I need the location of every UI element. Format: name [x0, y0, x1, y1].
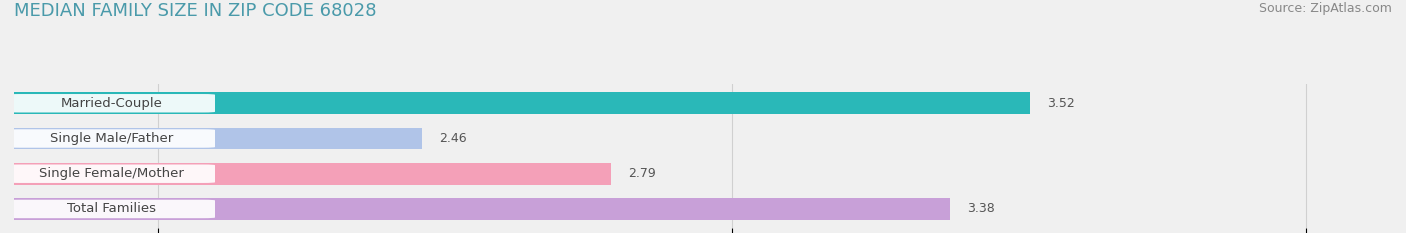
Bar: [14, 198, 950, 220]
Text: Single Male/Father: Single Male/Father: [51, 132, 173, 145]
Bar: [14, 92, 1031, 114]
Text: 2.79: 2.79: [628, 167, 657, 180]
Bar: [14, 128, 422, 149]
FancyBboxPatch shape: [8, 200, 215, 218]
Text: Source: ZipAtlas.com: Source: ZipAtlas.com: [1258, 2, 1392, 15]
Text: Total Families: Total Families: [67, 202, 156, 216]
Text: 3.38: 3.38: [967, 202, 995, 216]
FancyBboxPatch shape: [8, 129, 215, 148]
Text: 2.46: 2.46: [439, 132, 467, 145]
Text: MEDIAN FAMILY SIZE IN ZIP CODE 68028: MEDIAN FAMILY SIZE IN ZIP CODE 68028: [14, 2, 377, 20]
FancyBboxPatch shape: [8, 164, 215, 183]
FancyBboxPatch shape: [8, 94, 215, 113]
Text: 3.52: 3.52: [1047, 97, 1076, 110]
Bar: [14, 163, 612, 185]
Text: Married-Couple: Married-Couple: [60, 97, 163, 110]
Text: Single Female/Mother: Single Female/Mother: [39, 167, 184, 180]
